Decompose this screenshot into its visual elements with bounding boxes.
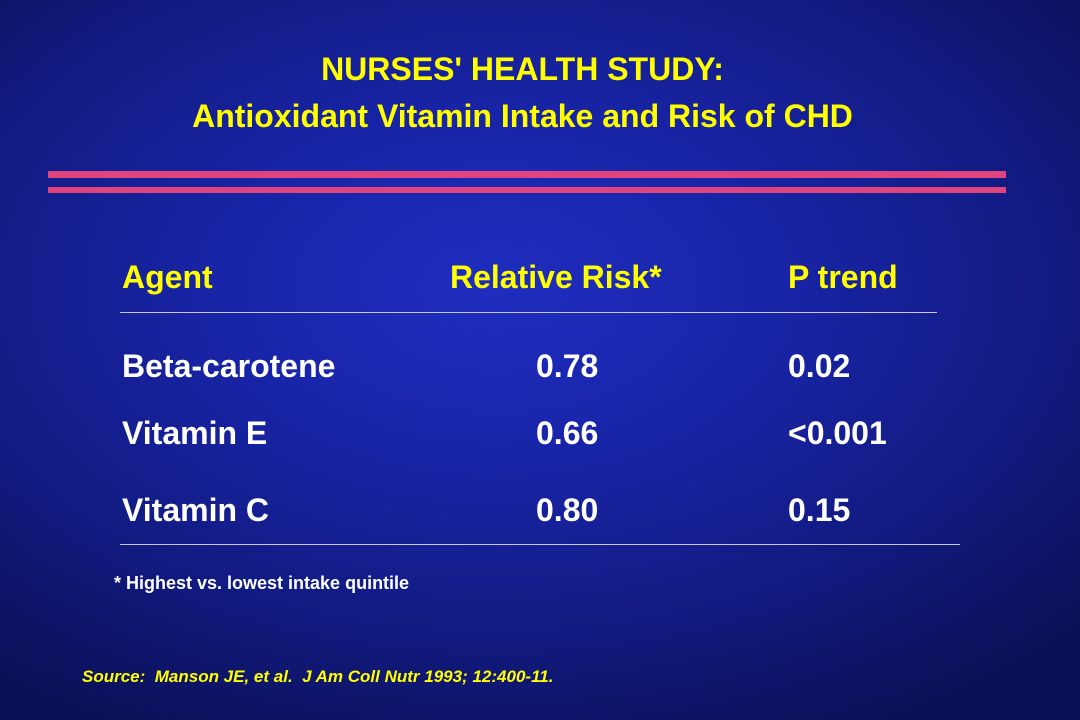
slide-title-line-1: NURSES' HEALTH STUDY: [321, 51, 724, 87]
cell-agent: Beta-carotene [122, 348, 336, 384]
cell-p-trend: <0.001 [788, 415, 887, 451]
header-agent: Agent [122, 259, 213, 295]
title-divider-top [48, 171, 1006, 178]
table-header-divider [120, 312, 937, 313]
cell-p-trend: 0.02 [788, 348, 851, 384]
cell-p-trend: 0.15 [788, 492, 851, 528]
title-divider-bottom [48, 187, 1006, 193]
cell-agent: Vitamin E [122, 415, 268, 451]
source-citation: Source: Manson JE, et al. J Am Coll Nutr… [82, 667, 554, 686]
slide-title-line-2: Antioxidant Vitamin Intake and Risk of C… [192, 98, 853, 134]
header-p-trend: P trend [788, 259, 898, 295]
cell-relative-risk: 0.80 [536, 492, 599, 528]
table-bottom-divider [120, 544, 960, 545]
cell-agent: Vitamin C [122, 492, 269, 528]
table-footnote: * Highest vs. lowest intake quintile [114, 573, 410, 593]
cell-relative-risk: 0.78 [536, 348, 599, 384]
header-relative-risk: Relative Risk* [450, 259, 662, 295]
cell-relative-risk: 0.66 [536, 415, 599, 451]
